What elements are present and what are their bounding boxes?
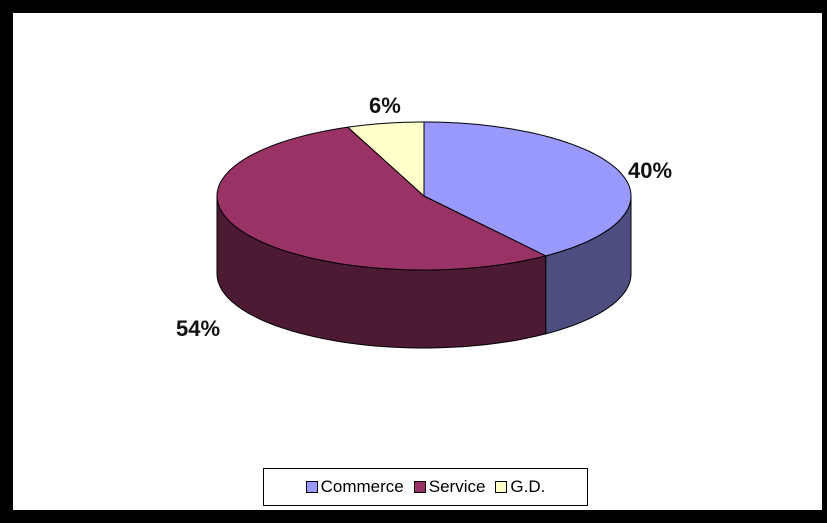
legend-swatch-service xyxy=(413,481,426,493)
legend-label-gd: G.D. xyxy=(510,477,546,496)
legend-item-commerce: Commerce xyxy=(305,477,404,497)
chart-area: 40% 54% 6% Commerce Service G.D. xyxy=(13,13,822,510)
legend-item-service: Service xyxy=(413,477,486,497)
legend: Commerce Service G.D. xyxy=(263,468,588,506)
legend-swatch-gd xyxy=(495,481,508,493)
legend-label-commerce: Commerce xyxy=(320,477,404,496)
pie-slice-gd xyxy=(346,121,425,198)
legend-label-service: Service xyxy=(428,477,486,496)
pie-chart: 40% 54% 6% xyxy=(176,93,672,349)
data-label-service: 54% xyxy=(176,316,220,341)
legend-swatch-commerce xyxy=(305,481,318,493)
pie-slice-commerce xyxy=(423,121,632,257)
data-label-gd: 6% xyxy=(369,93,401,118)
data-label-commerce: 40% xyxy=(628,158,672,183)
pie-slice-service xyxy=(216,126,548,271)
legend-item-gd: G.D. xyxy=(495,477,545,497)
